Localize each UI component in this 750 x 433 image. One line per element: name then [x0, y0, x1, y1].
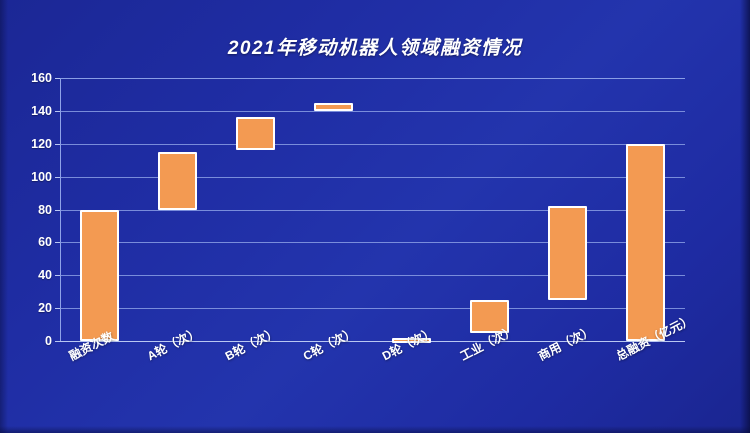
bar	[548, 206, 588, 300]
bar	[157, 151, 197, 210]
bottom-edge-shading	[0, 426, 750, 433]
bar	[626, 143, 666, 341]
y-tick-label-60: 60	[38, 235, 52, 250]
gridline-40	[60, 275, 685, 277]
y-tick-label-140: 140	[31, 103, 52, 118]
y-tick-label-0: 0	[45, 334, 52, 348]
y-tick-mark-140	[55, 110, 60, 112]
bar	[79, 209, 119, 341]
y-tick-mark-120	[55, 143, 60, 145]
bar	[235, 117, 275, 151]
y-tick-mark-160	[55, 78, 60, 79]
y-tick-mark-60	[55, 242, 60, 244]
gridline-80	[60, 209, 685, 211]
gridline-60	[60, 242, 685, 244]
bar	[470, 299, 510, 333]
bar	[313, 102, 353, 111]
y-tick-mark-80	[55, 209, 60, 211]
y-tick-mark-0	[55, 341, 60, 342]
gridline-160	[60, 78, 685, 79]
gridline-120	[60, 143, 685, 145]
gridline-0	[60, 341, 685, 342]
y-tick-mark-100	[55, 176, 60, 178]
gridline-100	[60, 176, 685, 178]
y-tick-label-40: 40	[38, 268, 52, 283]
left-edge-shading	[0, 0, 8, 433]
right-edge-shading	[740, 0, 750, 433]
y-tick-mark-40	[55, 275, 60, 277]
plot-area	[60, 78, 685, 343]
gridline-140	[60, 110, 685, 112]
chart-title: 2021年移动机器人领域融资情况	[227, 38, 523, 59]
y-tick-label-20: 20	[38, 301, 52, 316]
y-tick-label-120: 120	[31, 136, 52, 151]
y-tick-label-80: 80	[38, 202, 52, 217]
bar	[392, 337, 432, 343]
y-tick-label-160: 160	[31, 71, 52, 85]
y-tick-mark-20	[55, 308, 60, 310]
gridline-20	[60, 308, 685, 310]
y-tick-label-100: 100	[31, 169, 52, 184]
